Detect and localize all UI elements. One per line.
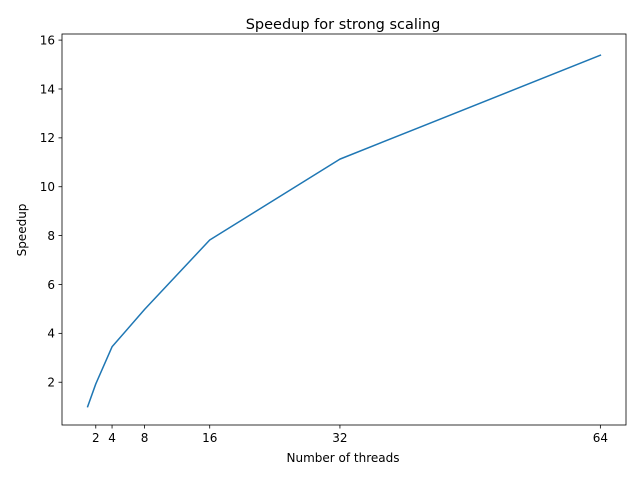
- plot-area: [61, 33, 627, 426]
- y-tick-label: 8: [47, 229, 55, 243]
- y-tick-label: 16: [40, 33, 55, 47]
- x-tick-label: 16: [202, 431, 217, 445]
- x-tick-label: 32: [332, 431, 347, 445]
- x-axis-title: Number of threads: [287, 451, 400, 465]
- y-tick-label: 6: [47, 278, 55, 292]
- y-tick-label: 10: [40, 180, 55, 194]
- plot-frame: [61, 33, 627, 426]
- y-axis: 2 4 6 8 10 12 14 16: [40, 33, 62, 390]
- y-tick-label: 2: [47, 376, 55, 390]
- chart-title: Speedup for strong scaling: [246, 17, 441, 33]
- y-tick-label: 4: [47, 327, 55, 341]
- x-axis: 2 4 8 16 32 64: [92, 425, 608, 445]
- x-tick-label: 64: [593, 431, 608, 445]
- y-tick-label: 12: [40, 131, 55, 145]
- x-tick-label: 2: [92, 431, 100, 445]
- y-axis-title: Speedup: [15, 204, 29, 257]
- x-tick-label: 4: [108, 431, 116, 445]
- x-tick-label: 8: [141, 431, 149, 445]
- series-line-0: [86, 54, 602, 408]
- y-tick-label: 14: [40, 82, 55, 96]
